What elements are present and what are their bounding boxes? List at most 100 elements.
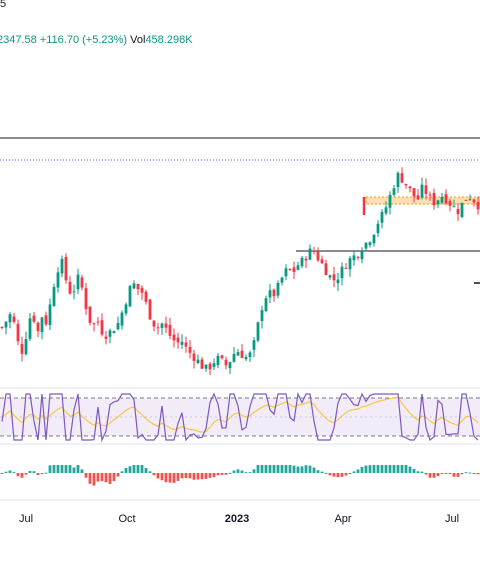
candle-body bbox=[356, 256, 360, 258]
macd-bar bbox=[432, 473, 436, 478]
candle-body bbox=[36, 322, 40, 332]
candle-body bbox=[448, 200, 452, 206]
macd-bar bbox=[28, 470, 32, 473]
macd-bar bbox=[340, 473, 344, 477]
macd-bar bbox=[288, 465, 292, 473]
volume-value: 458.298K bbox=[145, 34, 193, 46]
macd-bar bbox=[416, 471, 420, 473]
candles-layer bbox=[0, 167, 480, 376]
macd-bar bbox=[172, 473, 176, 483]
candle-body bbox=[248, 352, 252, 358]
candle-body bbox=[184, 342, 188, 347]
macd-bar bbox=[92, 473, 96, 486]
candle-body bbox=[408, 186, 412, 189]
macd-bar bbox=[4, 471, 8, 473]
macd-bar bbox=[316, 470, 320, 473]
candle-body bbox=[32, 315, 36, 322]
candle-body bbox=[324, 263, 328, 276]
macd-bar bbox=[396, 465, 400, 473]
macd-bar bbox=[292, 465, 296, 473]
candle-body bbox=[472, 199, 476, 203]
candle-body bbox=[80, 277, 84, 288]
candle-body bbox=[196, 359, 200, 363]
candle-body bbox=[364, 242, 368, 249]
candle-body bbox=[272, 289, 276, 297]
candle-body bbox=[0, 327, 4, 329]
macd-bar bbox=[40, 473, 44, 474]
candle-body bbox=[164, 323, 168, 328]
candle-body bbox=[336, 279, 340, 284]
candle-body bbox=[216, 355, 220, 366]
macd-bar bbox=[404, 465, 408, 473]
macd-bar bbox=[236, 469, 240, 473]
candle-body bbox=[328, 275, 332, 278]
candle-body bbox=[460, 202, 464, 217]
macd-bar bbox=[0, 473, 4, 474]
candle-body bbox=[236, 352, 240, 356]
macd-bar bbox=[136, 465, 140, 473]
macd-bar bbox=[64, 465, 68, 473]
macd-bar bbox=[56, 465, 60, 473]
macd-bar bbox=[464, 472, 468, 474]
volume-label: Vol bbox=[130, 34, 146, 46]
candle-body bbox=[424, 185, 428, 194]
macd-bar bbox=[132, 465, 136, 473]
candle-body bbox=[380, 211, 384, 223]
macd-bar bbox=[140, 465, 144, 473]
macd-bar bbox=[112, 473, 116, 482]
macd-bar bbox=[408, 466, 412, 473]
macd-bar bbox=[412, 468, 416, 473]
candle-body bbox=[168, 324, 172, 336]
candle-body bbox=[8, 314, 12, 323]
candle-body bbox=[312, 250, 316, 252]
macd-bar bbox=[328, 473, 332, 476]
candle-body bbox=[76, 274, 80, 290]
candle-body bbox=[404, 183, 408, 186]
macd-bar bbox=[296, 466, 300, 473]
macd-bar bbox=[148, 471, 152, 473]
candle-body bbox=[256, 322, 260, 341]
candle-body bbox=[12, 316, 16, 322]
candle-body bbox=[100, 320, 104, 335]
macd-bar bbox=[32, 471, 36, 473]
macd-bar bbox=[232, 470, 236, 473]
candle-body bbox=[116, 323, 120, 330]
candle-body bbox=[268, 290, 272, 298]
candle-body bbox=[4, 321, 8, 328]
macd-bar bbox=[12, 472, 16, 474]
macd-bar bbox=[308, 465, 312, 473]
macd-bar bbox=[240, 470, 244, 473]
candle-body bbox=[144, 291, 148, 302]
macd-bar bbox=[128, 466, 132, 473]
macd-bar bbox=[80, 469, 84, 473]
candle-body bbox=[288, 268, 292, 270]
candle-body bbox=[204, 364, 208, 369]
candle-body bbox=[400, 173, 404, 183]
candle-body bbox=[388, 194, 392, 208]
macd-bar bbox=[248, 472, 252, 474]
candle-body bbox=[156, 327, 160, 329]
macd-bar bbox=[252, 469, 256, 473]
candle-body bbox=[240, 350, 244, 358]
candle-body bbox=[64, 256, 68, 281]
macd-bar bbox=[436, 473, 440, 476]
macd-bar bbox=[244, 472, 248, 474]
macd-bar bbox=[388, 465, 392, 473]
candle-body bbox=[416, 195, 420, 200]
candle-body bbox=[260, 310, 264, 322]
candle-body bbox=[104, 336, 108, 339]
candle-body bbox=[372, 234, 376, 244]
candle-body bbox=[264, 298, 268, 312]
macd-bar bbox=[272, 465, 276, 473]
macd-bar bbox=[152, 473, 156, 476]
candle-body bbox=[132, 283, 136, 289]
candle-body bbox=[68, 281, 72, 294]
macd-bar bbox=[216, 473, 220, 476]
macd-bar bbox=[108, 473, 112, 484]
header-fragment: 5 bbox=[0, 0, 7, 10]
macd-bar bbox=[224, 473, 228, 475]
macd-bar bbox=[324, 472, 328, 474]
candle-body bbox=[344, 267, 348, 269]
macd-bar bbox=[352, 471, 356, 473]
